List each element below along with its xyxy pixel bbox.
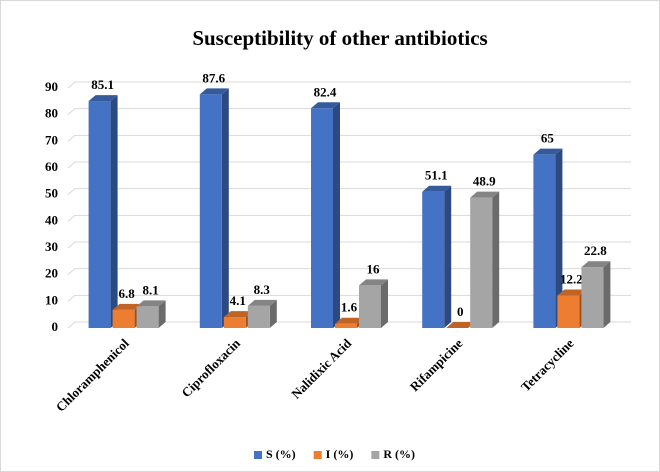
bar-top bbox=[311, 102, 340, 109]
data-label: 1.6 bbox=[341, 300, 358, 315]
bar-front bbox=[557, 295, 580, 328]
bar-top bbox=[112, 303, 142, 310]
data-label: 87.6 bbox=[202, 70, 225, 85]
bar-top bbox=[581, 261, 611, 268]
legend-label: I (%) bbox=[326, 447, 354, 461]
bar bbox=[470, 191, 500, 328]
y-tick-label: 70 bbox=[45, 132, 58, 147]
y-tick-label: 40 bbox=[45, 212, 58, 227]
bar-top bbox=[557, 289, 587, 296]
bar bbox=[446, 322, 476, 328]
bar-top bbox=[422, 185, 452, 192]
bar-top bbox=[359, 279, 388, 286]
bar-side bbox=[603, 261, 611, 328]
legend-swatch bbox=[313, 451, 322, 459]
bar-front bbox=[335, 323, 357, 328]
bar-front bbox=[422, 191, 445, 328]
y-tick-label: 60 bbox=[45, 159, 58, 174]
data-label: 82.4 bbox=[314, 84, 337, 99]
legend-label: R (%) bbox=[383, 447, 415, 461]
bar-front bbox=[533, 154, 556, 328]
chart-title: Susceptibility of other antibiotics bbox=[192, 26, 487, 50]
legend-label: S (%) bbox=[266, 447, 296, 461]
grid-line bbox=[67, 108, 631, 116]
y-tick-label: 10 bbox=[45, 292, 58, 307]
data-label: 85.1 bbox=[91, 77, 114, 92]
bar bbox=[136, 300, 166, 328]
bar-top bbox=[335, 317, 364, 324]
bar-side bbox=[333, 102, 340, 329]
bar bbox=[359, 279, 388, 328]
data-label: 6.8 bbox=[118, 286, 135, 301]
bar-front bbox=[247, 305, 270, 328]
bar bbox=[199, 88, 229, 329]
bar-side bbox=[492, 191, 500, 328]
bar bbox=[88, 95, 118, 328]
legend-swatch bbox=[371, 451, 380, 459]
bar-side bbox=[381, 279, 388, 328]
data-label: 51.1 bbox=[425, 168, 448, 183]
bar-side bbox=[444, 185, 452, 328]
grid-line bbox=[67, 81, 631, 89]
bar-front bbox=[470, 197, 493, 328]
data-label: 0 bbox=[457, 304, 464, 319]
data-label: 12.2 bbox=[560, 271, 583, 286]
bar-front bbox=[223, 317, 246, 328]
bar-front bbox=[88, 101, 111, 328]
bar-side bbox=[158, 300, 166, 328]
y-tick-label: 30 bbox=[45, 239, 58, 254]
bar-top bbox=[199, 88, 229, 95]
data-label: 16 bbox=[367, 261, 381, 276]
y-tick-label: 0 bbox=[52, 319, 59, 334]
bar-side bbox=[555, 148, 563, 328]
bar-top bbox=[136, 300, 166, 307]
y-tick-label: 20 bbox=[45, 266, 58, 281]
bar-front bbox=[311, 108, 333, 329]
bar-top bbox=[446, 322, 476, 328]
legend-swatch bbox=[254, 451, 262, 459]
bar-front bbox=[581, 267, 604, 328]
bar bbox=[422, 185, 452, 328]
y-tick-label: 90 bbox=[45, 79, 58, 94]
y-tick-label: 50 bbox=[45, 186, 58, 201]
bar bbox=[247, 299, 277, 328]
data-label: 65 bbox=[541, 131, 555, 146]
bar-top bbox=[223, 311, 253, 318]
data-label: 8.3 bbox=[254, 282, 271, 297]
bar-front bbox=[199, 94, 222, 329]
grid-line bbox=[67, 134, 631, 142]
bar-front bbox=[359, 285, 381, 328]
bar bbox=[311, 102, 340, 329]
bar-front bbox=[136, 306, 159, 328]
bar bbox=[533, 148, 563, 328]
bar-side bbox=[269, 299, 277, 328]
data-label: 8.1 bbox=[142, 282, 158, 297]
bar-side bbox=[221, 88, 229, 329]
bar-top bbox=[88, 95, 118, 102]
bar-top bbox=[470, 191, 500, 198]
data-label: 48.9 bbox=[473, 174, 496, 189]
data-label: 4.1 bbox=[230, 293, 246, 308]
bar-side bbox=[110, 95, 118, 328]
bar-front bbox=[112, 309, 135, 328]
y-tick-label: 80 bbox=[45, 106, 58, 121]
bar bbox=[581, 261, 611, 328]
bar-top bbox=[247, 299, 277, 306]
data-label: 22.8 bbox=[584, 243, 607, 258]
bar-top bbox=[533, 148, 563, 155]
grid-line bbox=[67, 161, 631, 169]
